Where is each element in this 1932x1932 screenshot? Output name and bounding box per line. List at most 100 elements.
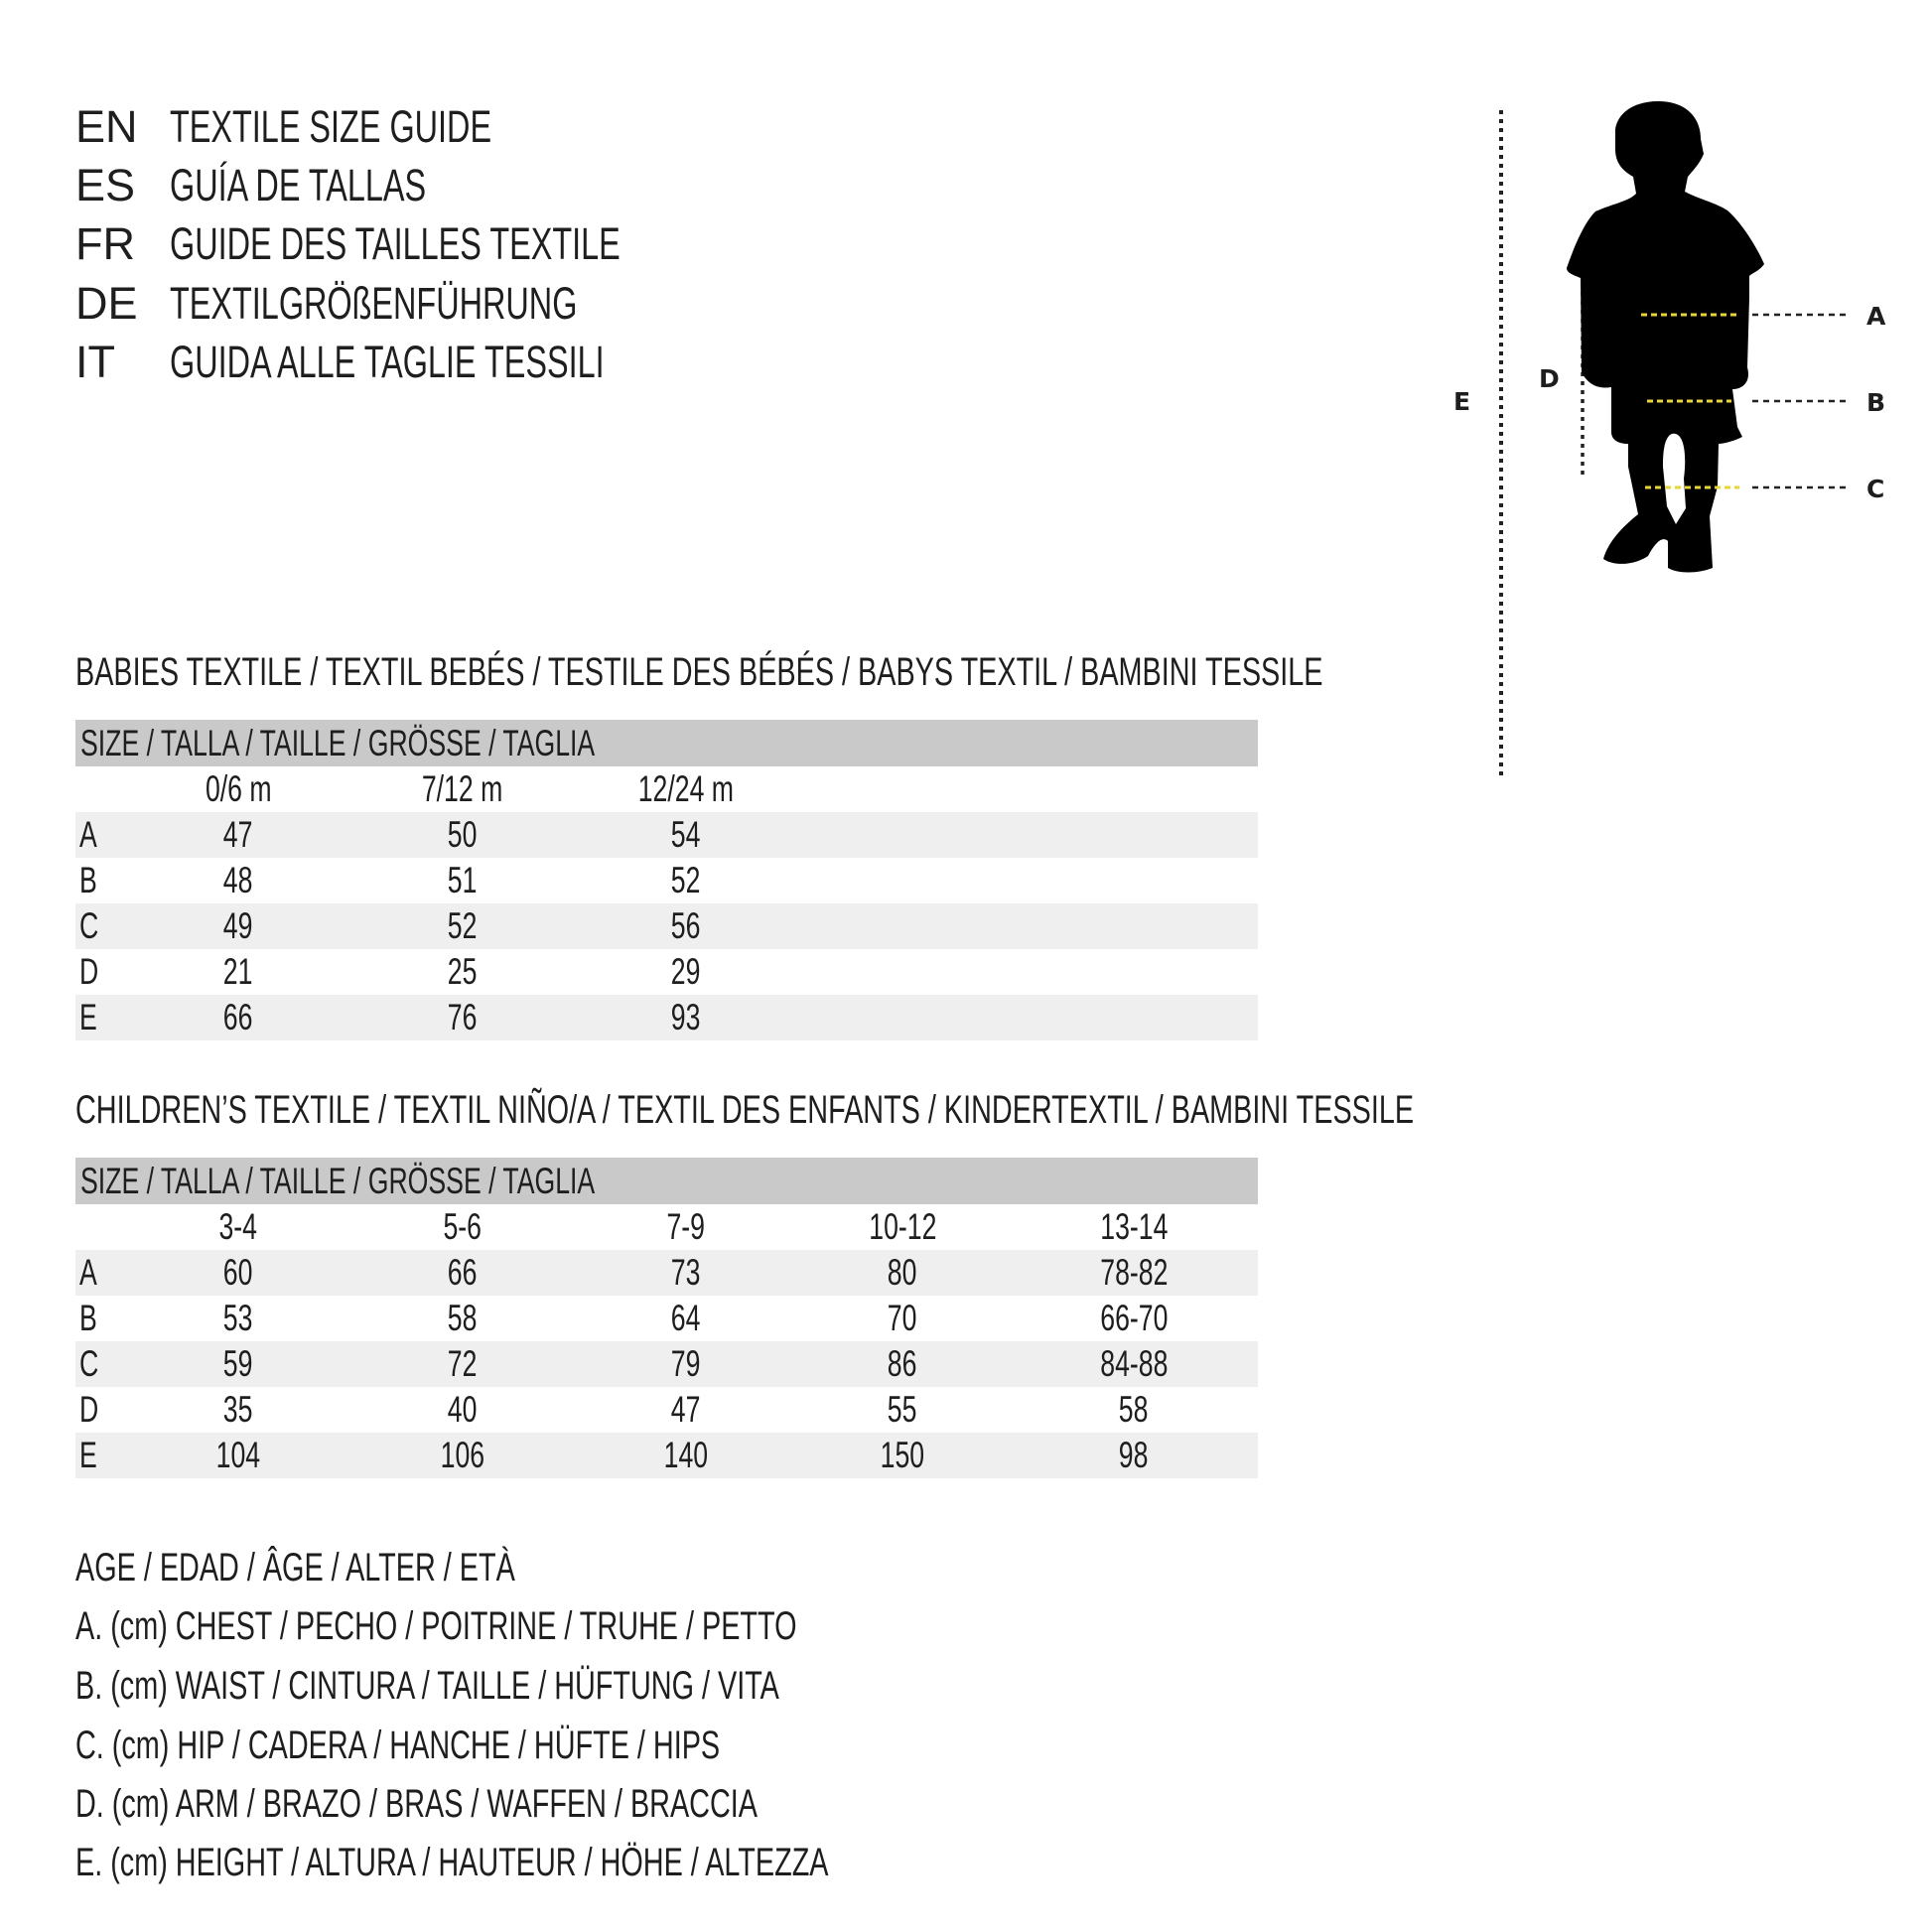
row-label-text: C: [79, 1343, 99, 1384]
row-label-text: A: [79, 1252, 97, 1293]
table-cell-value: 93: [671, 997, 701, 1037]
column-header-row: 0/6 m 7/12 m 12/24 m: [75, 766, 1258, 812]
row-label: B: [79, 858, 104, 903]
row-label: B: [79, 1296, 104, 1341]
title-row-de: DE TEXTILGRÖßENFÜHRUNG: [75, 279, 1267, 329]
table-cell-value: 72: [448, 1343, 478, 1384]
legend-text: E. (cm) HEIGHT / ALTURA / HAUTEUR / HÖHE…: [75, 1841, 829, 1884]
title-row-es: ES GUÍA DE TALLAS: [75, 161, 1267, 210]
table-cell-value: 140: [663, 1435, 709, 1475]
table-cell-value: 70: [888, 1298, 917, 1338]
table-cell-value: 66: [223, 997, 253, 1037]
legend-line: AGE / EDAD / ÂGE / ALTER / ETÀ: [75, 1545, 1267, 1590]
column-header-text: 5-6: [443, 1206, 483, 1247]
table-cell-value: 25: [448, 951, 478, 992]
row-label: C: [79, 1341, 106, 1387]
language-code: FR: [75, 218, 135, 269]
title-text: GUIDA ALLE TAGLIE TESSILI: [170, 338, 773, 387]
table-cell: 66: [363, 1250, 562, 1296]
table-cell: 47: [139, 812, 338, 858]
size-header-label: SIZE / TALLA / TAILLE / GRÖSSE / TAGLIA: [80, 723, 596, 763]
title-text: TEXTILGRÖßENFÜHRUNG: [170, 279, 736, 329]
table-cell-value: 35: [223, 1389, 253, 1430]
table-cell: 52: [587, 858, 785, 903]
legend-line: E. (cm) HEIGHT / ALTURA / HAUTEUR / HÖHE…: [75, 1840, 1267, 1885]
table-cell-value: 64: [671, 1298, 701, 1338]
column-header-text: 3-4: [218, 1206, 258, 1247]
table-cell: 56: [587, 903, 785, 949]
table-cell-value: 84-88: [1099, 1343, 1169, 1384]
title-text: GUIDE DES TAILLES TEXTILE: [170, 219, 795, 269]
row-label: A: [79, 812, 104, 858]
size-header-band: SIZE / TALLA / TAILLE / GRÖSSE / TAGLIA: [75, 1158, 1258, 1204]
table-cell: 60: [139, 1250, 338, 1296]
table-cell: 93: [587, 995, 785, 1040]
language-code: ES: [75, 160, 136, 210]
table-cell: 98: [1035, 1433, 1233, 1478]
column-header: 7-9: [587, 1204, 785, 1250]
table-cell-value: 55: [888, 1389, 917, 1430]
column-header-text: 13-14: [1099, 1206, 1169, 1247]
table-cell: 40: [363, 1387, 562, 1433]
child-silhouette-icon: [1567, 101, 1764, 573]
column-header-text: 12/24 m: [637, 768, 735, 809]
column-header-text: 0/6 m: [205, 768, 272, 809]
table-cell: 54: [587, 812, 785, 858]
table-cell-value: 47: [223, 814, 253, 855]
table-cell-value: 53: [223, 1298, 253, 1338]
table-row: A 60 66 73 80 78-82: [75, 1250, 1258, 1296]
row-label: A: [79, 1250, 104, 1296]
row-label-text: D: [79, 1389, 99, 1430]
children-size-table: SIZE / TALLA / TAILLE / GRÖSSE / TAGLIA 3…: [75, 1158, 1258, 1478]
table-cell: 48: [139, 858, 338, 903]
title-text-value: TEXTILGRÖßENFÜHRUNG: [170, 278, 578, 329]
table-cell-value: 47: [671, 1389, 701, 1430]
table-cell-value: 86: [888, 1343, 917, 1384]
table-cell-value: 66-70: [1099, 1298, 1169, 1338]
language-code: IT: [75, 337, 115, 387]
column-header: 3-4: [139, 1204, 338, 1250]
row-label: E: [79, 995, 104, 1040]
title-text-value: GUIDE DES TAILLES TEXTILE: [170, 218, 621, 269]
row-label-text: C: [79, 905, 99, 946]
table-cell: 80: [803, 1250, 1002, 1296]
table-cell: 78-82: [1035, 1250, 1233, 1296]
row-label-text: D: [79, 951, 99, 992]
title-text-value: TEXTILE SIZE GUIDE: [170, 101, 492, 152]
legend-line: A. (cm) CHEST / PECHO / POITRINE / TRUHE…: [75, 1603, 1267, 1649]
size-header-label: SIZE / TALLA / TAILLE / GRÖSSE / TAGLIA: [80, 1161, 596, 1201]
size-header-band: SIZE / TALLA / TAILLE / GRÖSSE / TAGLIA: [75, 720, 1258, 766]
legend-text: B. (cm) WAIST / CINTURA / TAILLE / HÜFTU…: [75, 1664, 779, 1708]
column-header-row: 3-4 5-6 7-9 10-12 13-14: [75, 1204, 1258, 1250]
table-cell: 140: [587, 1433, 785, 1478]
table-row: D 21 25 29: [75, 949, 1258, 995]
table-cell-value: 48: [223, 860, 253, 900]
title-row-it: IT GUIDA ALLE TAGLIE TESSILI: [75, 338, 1267, 387]
table-row: D 35 40 47 55 58: [75, 1387, 1258, 1433]
table-cell: 70: [803, 1296, 1002, 1341]
table-cell: 79: [587, 1341, 785, 1387]
row-label-text: E: [79, 997, 97, 1037]
table-cell-value: 80: [888, 1252, 917, 1293]
table-cell-value: 58: [1119, 1389, 1149, 1430]
leg-gap: [1663, 433, 1686, 524]
table-cell-value: 104: [215, 1435, 261, 1475]
column-header-text: 7/12 m: [422, 768, 503, 809]
column-header-text: 7-9: [666, 1206, 706, 1247]
title-text-value: GUÍA DE TALLAS: [170, 160, 427, 210]
table-cell-value: 40: [448, 1389, 478, 1430]
table-cell: 55: [803, 1387, 1002, 1433]
row-label: C: [79, 903, 106, 949]
table-cell-value: 98: [1119, 1435, 1149, 1475]
table-cell: 73: [587, 1250, 785, 1296]
table-cell-value: 79: [671, 1343, 701, 1384]
title-text-value: GUIDA ALLE TAGLIE TESSILI: [170, 337, 605, 387]
legend-line: C. (cm) HIP / CADERA / HANCHE / HÜFTE / …: [75, 1723, 1267, 1768]
legend-text: A. (cm) CHEST / PECHO / POITRINE / TRUHE…: [75, 1604, 797, 1648]
table-cell-value: 50: [448, 814, 478, 855]
table-row: E 104 106 140 150 98: [75, 1433, 1258, 1478]
table-cell: 64: [587, 1296, 785, 1341]
column-header: 13-14: [1035, 1204, 1233, 1250]
table-row: E 66 76 93: [75, 995, 1258, 1040]
